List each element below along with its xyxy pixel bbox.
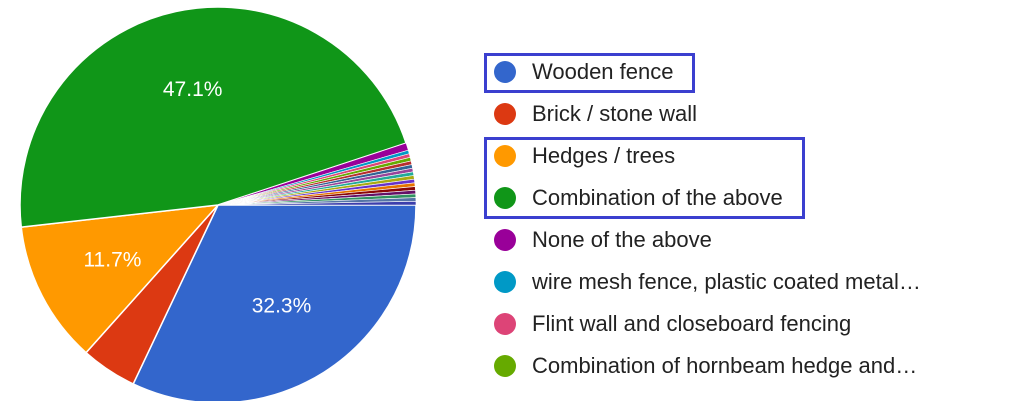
legend-label: None of the above — [532, 227, 712, 252]
legend-item: Flint wall and closeboard fencing — [490, 303, 1010, 345]
legend-label: Brick / stone wall — [532, 101, 698, 126]
pie-slice-label-3: 47.1% — [163, 78, 223, 101]
legend-swatch — [494, 355, 516, 377]
pie-slice-19 — [217, 200, 417, 206]
legend-swatch — [494, 313, 516, 335]
legend-swatch — [494, 145, 516, 167]
pie-slice-3 — [19, 6, 408, 228]
legend-label: Combination of hornbeam hedge and… — [532, 353, 918, 378]
legend-label: Combination of the above — [532, 185, 783, 210]
legend-item: wire mesh fence, plastic coated metal… — [490, 261, 1010, 303]
pie-chart: 32.3% 11.7% 47.1% — [0, 0, 440, 401]
pie-slice-0 — [132, 204, 417, 401]
legend-swatch — [494, 61, 516, 83]
pie-chart-svg: 32.3% 11.7% 47.1% — [19, 6, 417, 401]
pie-slice-2 — [20, 204, 220, 354]
legend-item: None of the above — [490, 219, 1010, 261]
legend: Wooden fence Brick / stone wall Hedges / t… — [490, 51, 1010, 387]
legend-label: Hedges / trees — [532, 143, 676, 168]
legend-highlight-box — [484, 53, 696, 93]
pie-slice-label-2: 11.7% — [83, 249, 141, 272]
legend-item: Brick / stone wall — [490, 93, 1010, 135]
legend-item: Wooden fence — [490, 51, 1010, 93]
pie-slice-label-0: 32.3% — [252, 294, 312, 317]
legend-swatch — [494, 187, 516, 209]
legend-label: Flint wall and closeboard fencing — [532, 311, 852, 336]
legend-item: Hedges / trees — [490, 135, 1010, 177]
legend-label: Wooden fence — [532, 59, 674, 84]
legend-highlight-box — [484, 137, 805, 219]
legend-swatch — [494, 271, 516, 293]
legend-label: wire mesh fence, plastic coated metal… — [532, 269, 921, 294]
legend-swatch — [494, 229, 516, 251]
legend-swatch — [494, 103, 516, 125]
legend-item: Combination of hornbeam hedge and… — [490, 345, 1010, 387]
legend-item: Combination of the above — [490, 177, 1010, 219]
